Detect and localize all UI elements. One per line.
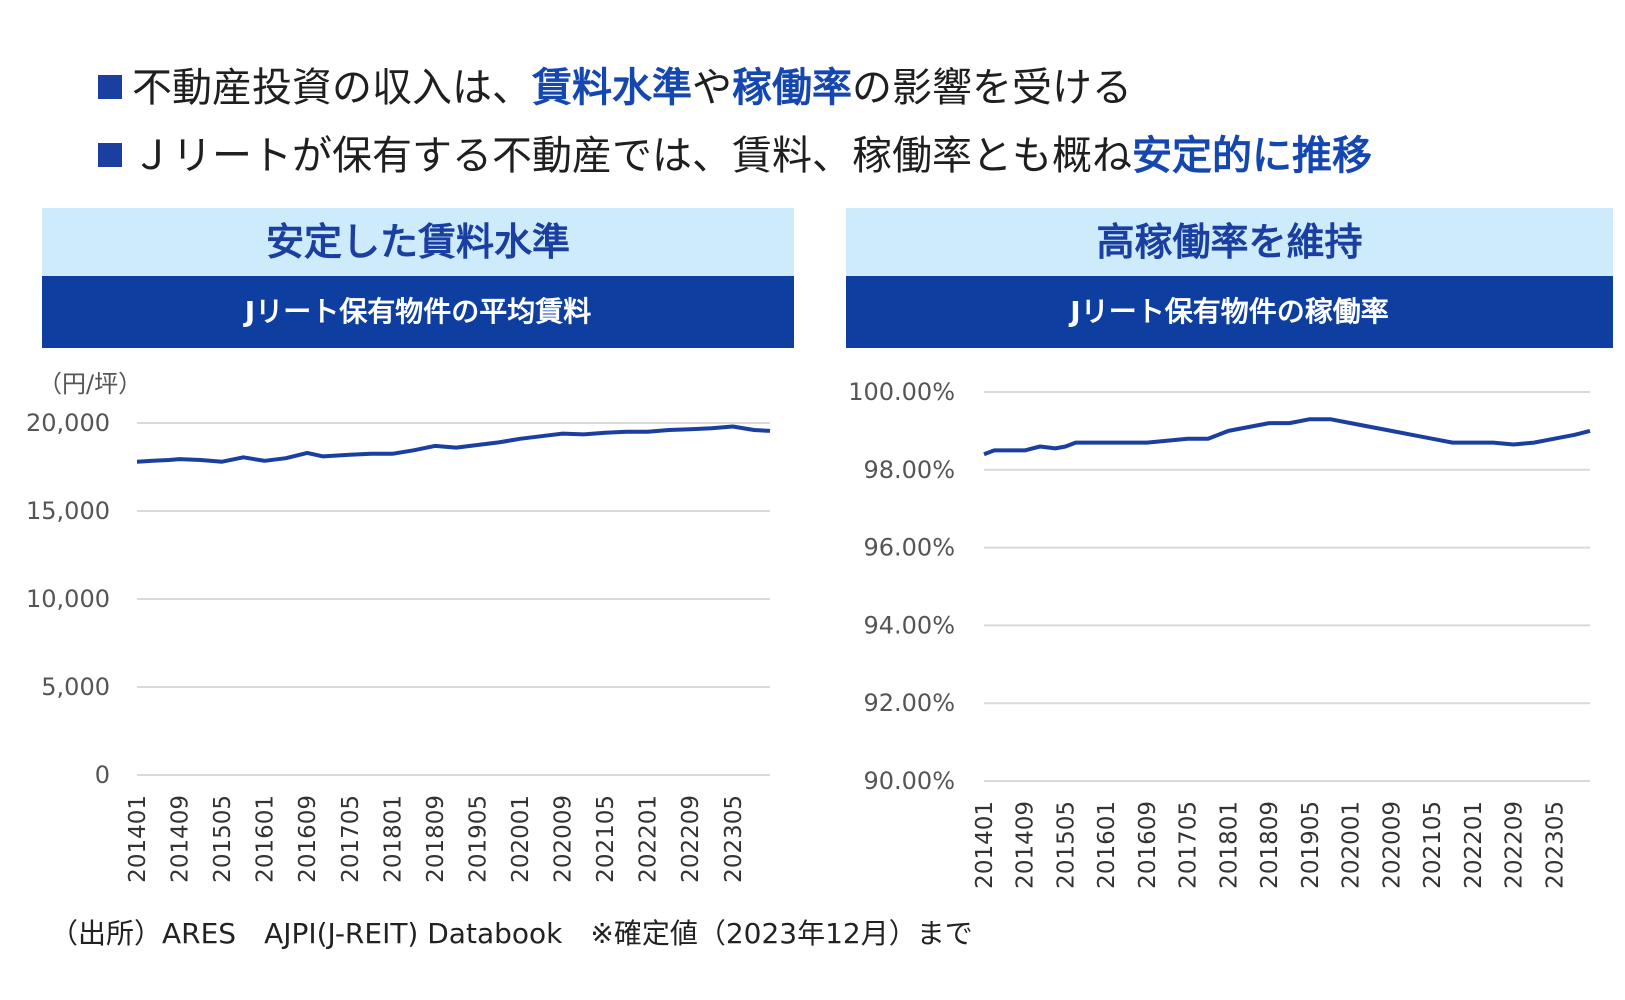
y-tick-label: 0 <box>95 761 110 789</box>
x-tick-label: 201905 <box>465 795 491 883</box>
x-tick-label: 201409 <box>1013 801 1039 889</box>
headline-bullet-1: 不動産投資の収入は、賃料水準や稼働率の影響を受ける <box>98 64 1132 112</box>
x-tick-label: 201609 <box>295 795 321 883</box>
x-tick-label: 201801 <box>1216 801 1242 889</box>
x-tick-label: 202201 <box>636 795 662 883</box>
x-tick-label: 202001 <box>508 795 534 883</box>
y-tick-label: 100.00% <box>848 378 955 406</box>
square-bullet-icon <box>98 143 122 167</box>
headline-text: や <box>692 65 732 111</box>
occupancy-panel-subheading: Jリート保有物件の稼働率 <box>846 276 1613 348</box>
y-tick-label: 98.00% <box>863 456 955 484</box>
y-axis-unit-label: （円/坪） <box>38 370 142 398</box>
y-tick-label: 20,000 <box>26 409 110 437</box>
headline-highlight-rent: 賃料水準 <box>532 65 692 111</box>
rent-line-chart: （円/坪） 0 5,000 10,000 15,000 20,000 201401 2014… <box>26 370 771 883</box>
x-tick-label: 201809 <box>1257 801 1283 889</box>
x-tick-label: 202305 <box>721 795 747 883</box>
x-tick-label: 202209 <box>1502 801 1528 889</box>
source-note: （出所）ARES AJPI(J-REIT) Databook ※確定値（2023… <box>50 917 973 950</box>
x-tick-label: 201809 <box>423 795 449 883</box>
y-tick-label: 96.00% <box>863 534 955 562</box>
headline-text: 不動産投資の収入は、 <box>132 65 532 111</box>
x-tick-label: 202201 <box>1461 801 1487 889</box>
x-tick-label: 201705 <box>338 795 364 883</box>
y-tick-label: 92.00% <box>863 689 955 717</box>
x-tick-label: 202009 <box>1379 801 1405 889</box>
y-tick-label: 90.00% <box>863 767 955 795</box>
x-tick-label: 201601 <box>1094 801 1120 889</box>
x-tick-label: 202105 <box>593 795 619 883</box>
x-tick-label: 201401 <box>125 795 151 883</box>
headline-text: Ｊリートが保有する不動産では、賃料、稼働率とも概ね <box>132 133 1132 179</box>
x-tick-label: 202209 <box>678 795 704 883</box>
square-bullet-icon <box>98 75 122 99</box>
headline-text: の影響を受ける <box>852 65 1132 111</box>
headline-highlight-occupancy: 稼働率 <box>732 65 852 111</box>
occupancy-panel-heading: 高稼働率を維持 <box>846 208 1613 276</box>
y-tick-label: 5,000 <box>41 673 110 701</box>
headline-highlight-stable: 安定的に推移 <box>1132 133 1372 179</box>
x-tick-label: 201601 <box>253 795 279 883</box>
x-tick-label: 201505 <box>1053 801 1079 889</box>
y-tick-label: 10,000 <box>26 585 110 613</box>
y-tick-label: 94.00% <box>863 611 955 639</box>
x-tick-label: 202001 <box>1339 801 1365 889</box>
x-tick-label: 202009 <box>551 795 577 883</box>
x-tick-label: 201609 <box>1135 801 1161 889</box>
x-tick-label: 201409 <box>168 795 194 883</box>
rent-panel-subheading: Jリート保有物件の平均賃料 <box>42 276 794 348</box>
x-tick-label: 201401 <box>972 801 998 889</box>
x-tick-label: 201905 <box>1298 801 1324 889</box>
rent-panel-heading: 安定した賃料水準 <box>42 208 794 276</box>
x-tick-label: 201705 <box>1176 801 1202 889</box>
occupancy-line-chart: 90.00% 92.00% 94.00% 96.00% 98.00% 100.00% 201… <box>848 378 1591 889</box>
x-tick-label: 201801 <box>380 795 406 883</box>
series-line <box>983 417 1591 457</box>
x-tick-label: 202105 <box>1420 801 1446 889</box>
x-tick-label: 202305 <box>1542 801 1568 889</box>
y-tick-label: 15,000 <box>26 497 110 525</box>
series-line <box>136 424 771 464</box>
headline-bullet-2: Ｊリートが保有する不動産では、賃料、稼働率とも概ね安定的に推移 <box>98 132 1372 180</box>
x-tick-label: 201505 <box>210 795 236 883</box>
